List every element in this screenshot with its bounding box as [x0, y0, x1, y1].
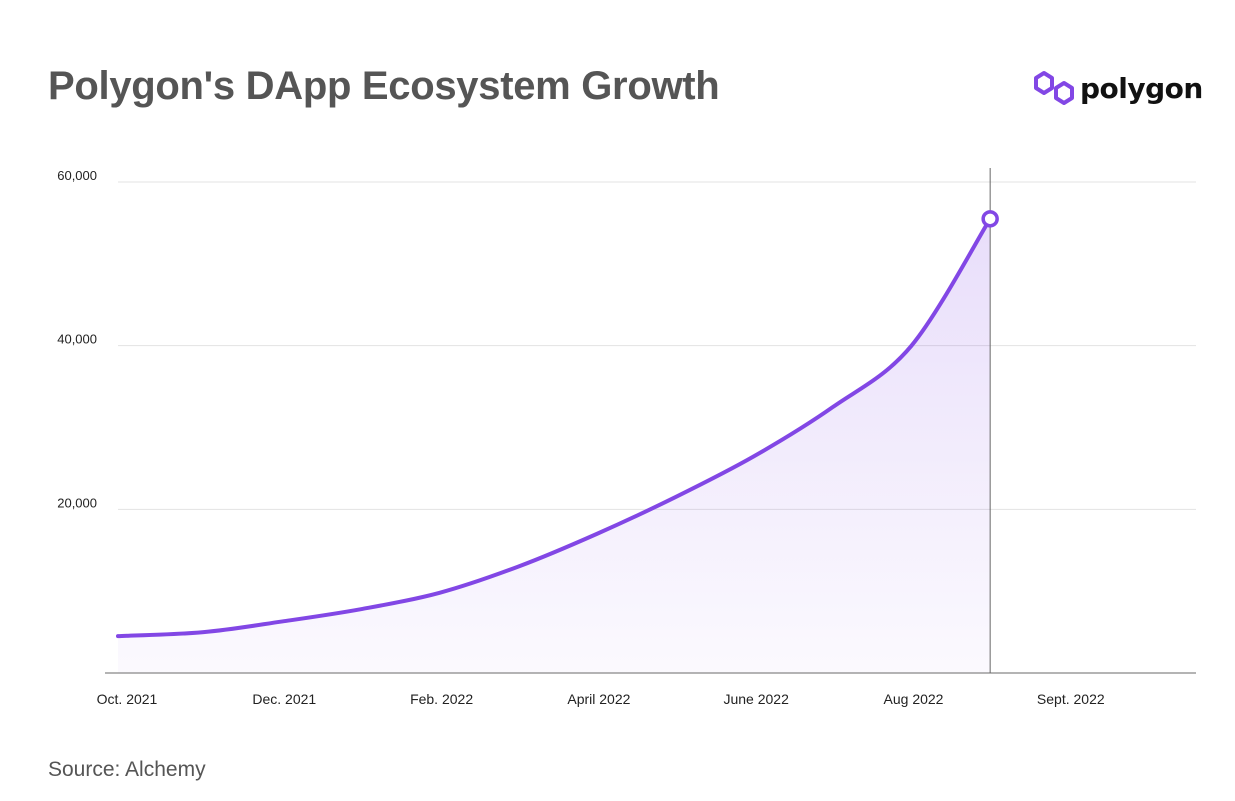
x-tick-label: Aug 2022	[884, 691, 944, 707]
x-tick-label: June 2022	[723, 691, 789, 707]
area-fill	[118, 218, 991, 673]
highlight-marker	[981, 210, 999, 228]
source-note: Source: Alchemy	[48, 758, 206, 781]
series-line	[116, 216, 993, 639]
x-tick-label: Dec. 2021	[252, 691, 316, 707]
x-tick-label: Sept. 2022	[1037, 691, 1105, 707]
y-tick-label: 20,000	[57, 495, 97, 510]
polygon-logo-text: polygon	[1080, 71, 1203, 105]
x-tick-label: Oct. 2021	[97, 691, 158, 707]
y-tick-label: 40,000	[57, 332, 97, 347]
chart-title: Polygon's DApp Ecosystem Growth	[48, 64, 720, 108]
polygon-logo-icon	[1034, 71, 1074, 105]
polygon-logo: polygon	[1032, 68, 1203, 108]
x-tick-label: Feb. 2022	[410, 691, 473, 707]
x-tick-label: April 2022	[567, 691, 630, 707]
y-tick-label: 60,000	[57, 168, 97, 183]
